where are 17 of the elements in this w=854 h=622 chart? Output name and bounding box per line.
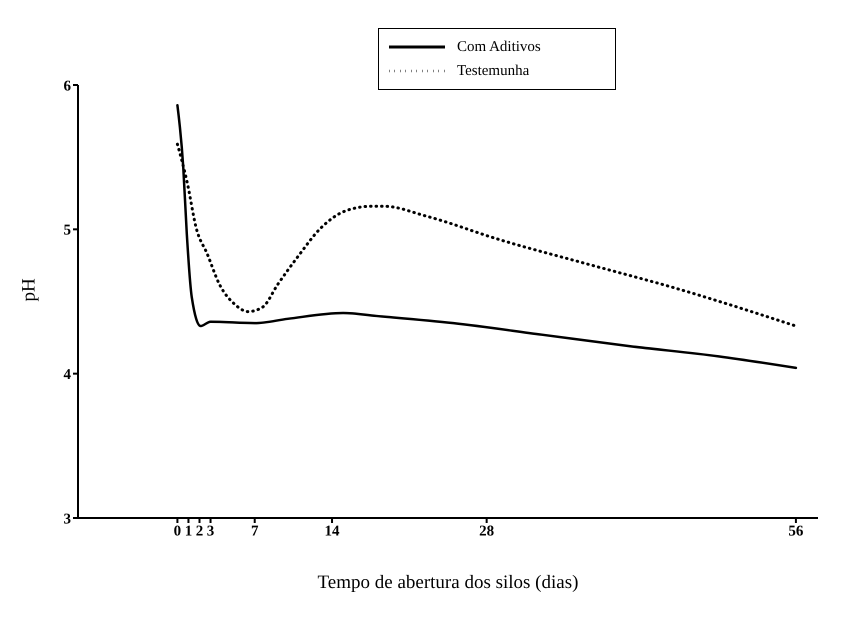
legend-label: Com Aditivos (457, 38, 541, 57)
y-tick-label: 5 (64, 222, 71, 239)
x-tick-label: 28 (479, 524, 494, 540)
legend-label: Testemunha (457, 62, 530, 81)
x-tick-label: 2 (196, 524, 204, 540)
y-tick-label: 4 (64, 366, 72, 383)
x-tick-label: 0 (174, 524, 182, 540)
x-axis-title: Tempo de abertura dos silos (dias) (318, 572, 578, 593)
line-series (176, 104, 798, 370)
x-tick-label: 3 (206, 524, 214, 540)
x-tick-label: 14 (324, 524, 340, 540)
x-tick-label: 56 (788, 524, 804, 540)
x-tick-label: 7 (250, 524, 259, 540)
x-tick-label: 1 (184, 524, 192, 540)
y-axis-title: pH (18, 278, 40, 302)
y-tick-label: 6 (64, 78, 72, 94)
y-tick-label: 3 (64, 511, 71, 528)
